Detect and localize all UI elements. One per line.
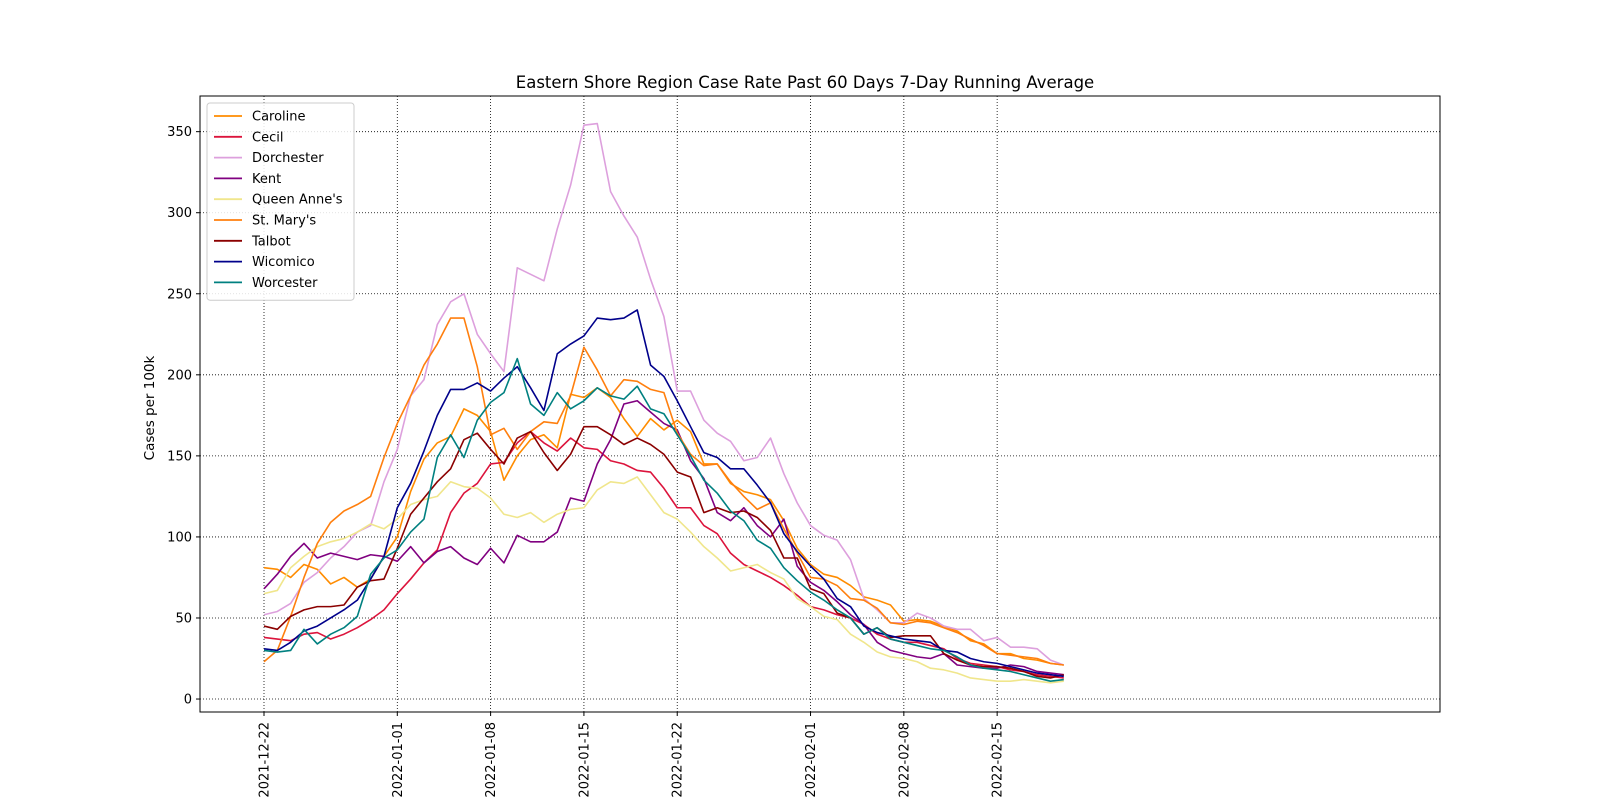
- legend-label: Worcester: [252, 276, 318, 291]
- series-line: [263, 317, 1064, 666]
- series-line: [263, 476, 1064, 684]
- x-tick-label: 2022-02-08: [897, 722, 912, 798]
- y-tick-label: 50: [175, 611, 192, 626]
- x-tick-label: 2022-01-01: [391, 722, 406, 798]
- series-lines: [263, 122, 1065, 684]
- x-tick-label: 2022-01-22: [671, 722, 686, 798]
- x-tick-label: 2022-01-08: [484, 722, 499, 798]
- legend-label: Caroline: [252, 110, 306, 125]
- plot-frame: [199, 95, 1441, 713]
- x-tick-label: 2021-12-22: [258, 722, 273, 798]
- legend: Caroline Cecil Dorchester Kent Queen Anne's S…: [206, 102, 355, 301]
- legend-label: Kent: [252, 172, 281, 187]
- legend-box: [206, 102, 355, 301]
- series-line: [263, 309, 1064, 678]
- y-tick-label: 200: [167, 368, 192, 383]
- y-tick-label: 100: [167, 530, 192, 545]
- y-tick-label: 150: [167, 449, 192, 464]
- series-line: [263, 122, 1065, 666]
- y-tick-label: 250: [167, 287, 192, 302]
- series-line: [263, 399, 1064, 676]
- legend-label: St. Mary's: [252, 214, 316, 229]
- legend-label: Wicomico: [252, 255, 315, 270]
- x-tick-label: 2022-02-01: [804, 722, 819, 798]
- series-line: [263, 430, 1064, 679]
- x-tick-label: 2022-02-15: [991, 722, 1006, 798]
- chart-title: Eastern Shore Region Case Rate Past 60 D…: [516, 73, 1094, 92]
- legend-label: Queen Anne's: [252, 193, 343, 208]
- legend-label: Cecil: [252, 130, 283, 145]
- legend-label: Dorchester: [252, 151, 324, 166]
- y-tick-label: 350: [167, 125, 192, 140]
- axes: 0 50 100 150 200 250 300 350 2021-12-22 2022-01-0…: [167, 125, 1005, 797]
- y-tick-label: 0: [184, 693, 192, 708]
- series-line: [263, 357, 1064, 683]
- legend-label: Talbot: [251, 234, 291, 249]
- series-line: [263, 425, 1064, 679]
- y-tick-label: 300: [167, 206, 192, 221]
- x-tick-label: 2022-01-15: [577, 722, 592, 798]
- series-line: [263, 386, 1064, 666]
- y-axis-label: Cases per 100k: [142, 355, 158, 460]
